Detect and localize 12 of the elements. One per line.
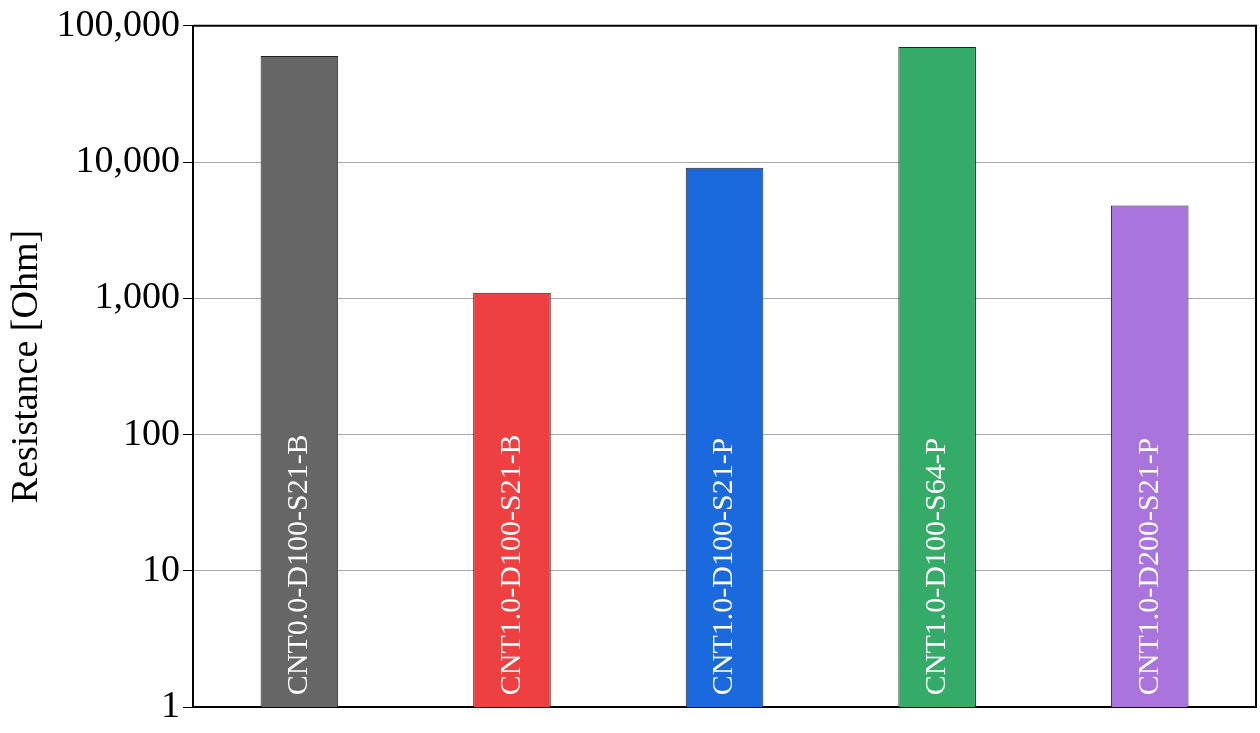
y-tick-label: 100 — [123, 410, 181, 453]
y-tick-label: 1 — [161, 683, 181, 726]
y-tick-label: 1,000 — [94, 274, 181, 317]
y-axis-title: Resistance [Ohm] — [2, 229, 45, 504]
y-tick-label: 100,000 — [56, 1, 181, 44]
x-tick-label: CNT1.0-D100-S21-B — [492, 434, 526, 696]
x-tick-label: CNT0.0-D100-S21-B — [280, 434, 314, 696]
x-tick-label: CNT1.0-D200-S21-P — [1130, 437, 1164, 696]
x-tick-label: CNT1.0-D100-S64-P — [918, 437, 952, 696]
x-tick-label: CNT1.0-D100-S21-P — [705, 437, 739, 696]
y-tick-label: 10 — [142, 546, 181, 589]
y-tick-label: 10,000 — [75, 138, 181, 181]
